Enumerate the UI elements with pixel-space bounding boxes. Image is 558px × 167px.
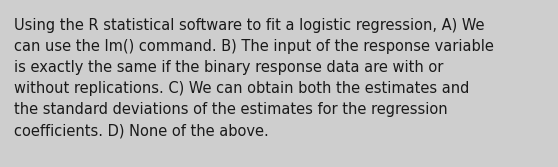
Text: Using the R statistical software to fit a logistic regression, A) We
can use the: Using the R statistical software to fit …: [14, 18, 494, 138]
